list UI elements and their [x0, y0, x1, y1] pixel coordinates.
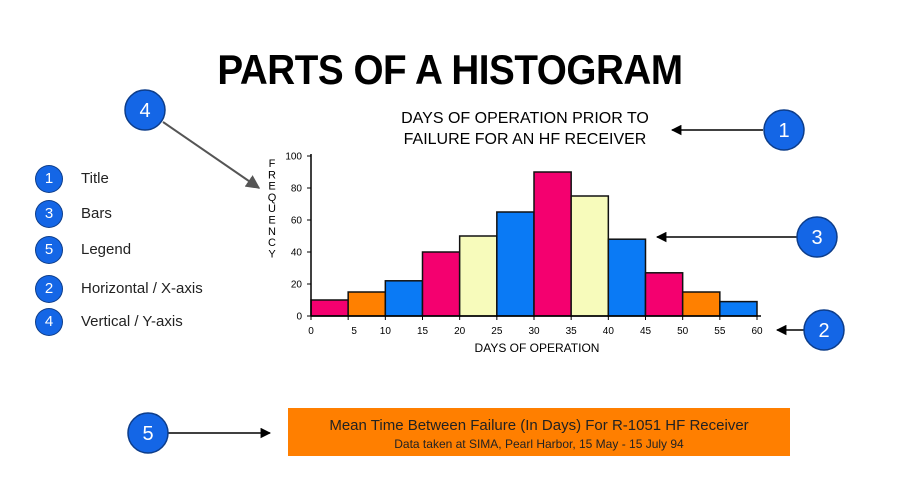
- y-axis-label-letter: E: [268, 215, 275, 227]
- x-tick-label: 50: [677, 326, 689, 337]
- histogram-bar-10: [644, 272, 684, 317]
- y-axis-label-letter: U: [268, 203, 276, 215]
- key-number-badge: 2: [36, 276, 62, 302]
- x-tick-label: 60: [751, 326, 763, 337]
- histogram-bar-12: [719, 300, 758, 317]
- key-label: Title: [81, 170, 109, 187]
- y-axis-label-letter: Q: [268, 192, 277, 204]
- y-tick-label: 20: [291, 280, 303, 291]
- callout-badge-legend: 5: [127, 412, 169, 454]
- y-axis-label-letter: C: [268, 237, 276, 249]
- histogram-bar-11: [681, 291, 721, 317]
- key-number-badge: 5: [36, 237, 62, 263]
- y-axis-label-letter: F: [269, 158, 276, 170]
- y-tick-label: 100: [285, 152, 302, 163]
- page-title: PARTS OF A HISTOGRAM: [217, 46, 683, 93]
- y-tick-label: 80: [291, 184, 303, 195]
- x-tick-label: 25: [491, 326, 503, 337]
- histogram-bar-2: [347, 291, 387, 317]
- key-label: Bars: [81, 205, 112, 222]
- chart-title-line: DAYS OF OPERATION PRIOR TO: [401, 110, 649, 127]
- y-axis-label-letter: E: [268, 181, 275, 193]
- x-tick-label: 20: [454, 326, 466, 337]
- y-axis-label-letter: R: [268, 169, 276, 181]
- histogram-bar-5: [458, 235, 498, 317]
- histogram-bar-3: [384, 280, 424, 317]
- key-label: Horizontal / X-axis: [81, 280, 203, 297]
- histogram-bar-6: [496, 211, 535, 317]
- histogram-bar-7: [533, 171, 572, 317]
- histogram-bar-4: [421, 251, 461, 317]
- y-axis-label-letter: Y: [268, 248, 276, 260]
- histogram-bar-9: [607, 238, 647, 317]
- callout-number: 4: [139, 100, 150, 122]
- legend-line-1: Mean Time Between Failure (In Days) For …: [329, 417, 749, 434]
- histogram-bar-8: [570, 195, 610, 317]
- x-tick-label: 15: [417, 326, 429, 337]
- callout-badge-bars: 3: [796, 216, 838, 258]
- x-axis-label: DAYS OF OPERATION: [475, 341, 600, 355]
- x-tick-label: 35: [566, 326, 578, 337]
- key-number-badge: 1: [36, 166, 62, 192]
- legend-box: Mean Time Between Failure (In Days) For …: [288, 408, 790, 456]
- chart-axes: 0 5 10 15 20 25 30 35 40 45 50 55 60 0 20 40 60 80 100: [285, 152, 763, 338]
- key-number-badge: 4: [36, 309, 62, 335]
- x-tick-label: 10: [380, 326, 392, 337]
- callout-number: 3: [811, 227, 822, 249]
- histogram-bars: [310, 171, 758, 317]
- callout-badge-y-axis: 4: [124, 89, 166, 131]
- legend-line-2: Data taken at SIMA, Pearl Harbor, 15 May…: [394, 437, 684, 451]
- x-tick-label: 40: [603, 326, 615, 337]
- callout-number: 2: [818, 320, 829, 342]
- y-tick-label: 40: [291, 248, 303, 259]
- y-axis-label-letter: N: [268, 226, 276, 238]
- callout-number: 5: [142, 423, 153, 445]
- y-tick-label: 0: [296, 312, 302, 323]
- y-tick-label: 60: [291, 216, 303, 227]
- x-tick-label: 55: [714, 326, 726, 337]
- key-label: Legend: [81, 241, 132, 258]
- callout-badge-title: 1: [763, 109, 805, 151]
- x-tick-label: 0: [308, 326, 314, 337]
- y-axis-callout-arrow: [162, 121, 261, 189]
- callout-number: 1: [778, 120, 789, 142]
- key-label: Vertical / Y-axis: [81, 313, 183, 330]
- x-tick-label: 5: [351, 326, 357, 337]
- key-number-badge: 3: [36, 201, 62, 227]
- callout-badge-x-axis: 2: [803, 309, 845, 351]
- chart-title-line: FAILURE FOR AN HF RECEIVER: [404, 131, 647, 148]
- x-tick-label: 30: [528, 326, 540, 337]
- histogram-bar-1: [310, 299, 349, 317]
- x-tick-label: 45: [640, 326, 652, 337]
